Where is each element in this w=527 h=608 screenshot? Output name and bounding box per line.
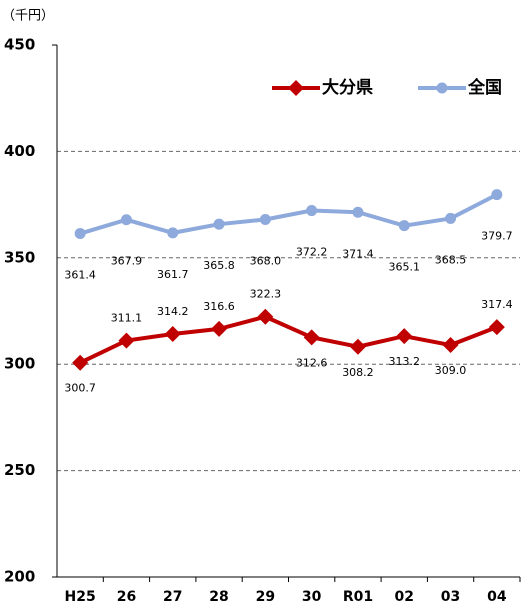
x-tick-label: R01 xyxy=(343,589,373,605)
marker xyxy=(303,329,320,346)
marker xyxy=(167,227,179,239)
y-tick-label: 200 xyxy=(4,568,35,586)
data-label: 312.6 xyxy=(296,356,328,369)
data-label: 365.8 xyxy=(203,259,235,272)
marker xyxy=(213,218,225,230)
data-label: 317.4 xyxy=(481,298,513,311)
x-tick-label: 27 xyxy=(163,589,182,605)
x-tick-label: 04 xyxy=(487,589,507,605)
marker xyxy=(398,220,410,232)
data-label: 300.7 xyxy=(64,382,96,395)
x-tick-label: 03 xyxy=(441,589,460,605)
marker xyxy=(445,212,457,224)
marker xyxy=(72,354,89,371)
data-label: 361.7 xyxy=(157,268,189,281)
x-tick-label: 26 xyxy=(117,589,136,605)
marker xyxy=(349,338,366,355)
y-tick-label: 450 xyxy=(4,36,35,54)
x-tick-label: 28 xyxy=(209,589,228,605)
marker xyxy=(118,332,135,349)
marker xyxy=(120,214,132,226)
y-tick-label: 350 xyxy=(4,248,35,266)
series-line xyxy=(79,192,498,236)
marker xyxy=(74,228,86,240)
data-label: 367.9 xyxy=(111,255,143,268)
y-tick-label: 250 xyxy=(4,461,35,479)
marker xyxy=(211,320,228,337)
series-line xyxy=(79,314,498,365)
y-tick-label: 300 xyxy=(4,355,35,373)
marker xyxy=(491,189,503,201)
data-label: 365.1 xyxy=(389,261,421,274)
legend-label: 大分県 xyxy=(322,77,373,98)
data-label: 314.2 xyxy=(157,305,189,318)
y-axis-label: （千円） xyxy=(2,9,54,24)
marker xyxy=(436,82,448,94)
marker xyxy=(352,206,364,218)
data-label: 322.3 xyxy=(250,288,282,301)
data-label: 368.0 xyxy=(250,254,282,267)
data-label: 361.4 xyxy=(64,269,96,282)
data-label: 379.7 xyxy=(481,230,513,243)
data-label: 316.6 xyxy=(203,300,235,313)
x-tick-label: 29 xyxy=(256,589,275,605)
data-label: 313.2 xyxy=(389,355,421,368)
data-label: 371.4 xyxy=(342,247,374,260)
marker xyxy=(259,213,271,225)
y-tick-label: 400 xyxy=(4,142,35,160)
marker xyxy=(488,319,505,336)
x-tick-label: H25 xyxy=(65,589,96,605)
marker xyxy=(288,80,304,96)
data-label: 368.5 xyxy=(435,253,467,266)
data-label: 308.2 xyxy=(342,366,374,379)
marker xyxy=(396,328,413,345)
x-tick-label: 02 xyxy=(395,589,414,605)
data-label: 372.2 xyxy=(296,246,328,259)
marker xyxy=(164,325,181,342)
marker xyxy=(306,205,318,217)
marker xyxy=(442,337,459,354)
x-tick-label: 30 xyxy=(302,589,322,605)
legend-label: 全国 xyxy=(467,77,502,98)
marker xyxy=(257,308,274,325)
data-label: 309.0 xyxy=(435,364,467,377)
data-label: 311.1 xyxy=(111,312,143,325)
